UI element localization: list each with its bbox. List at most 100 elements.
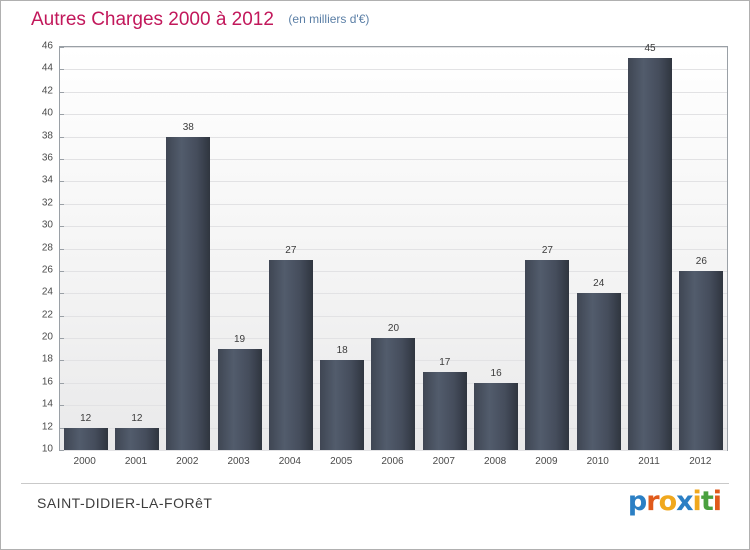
bar-slot: 18 — [317, 47, 368, 450]
y-tick-mark — [60, 69, 64, 71]
grid-line — [60, 315, 727, 317]
bar-slot: 45 — [624, 43, 675, 450]
y-tick-label: 10 — [41, 443, 53, 455]
y-tick-label: 30 — [41, 219, 53, 231]
bar-value-label: 24 — [593, 278, 605, 290]
bar-slot: 12 — [60, 47, 111, 450]
bar-value-label: 27 — [541, 244, 553, 256]
bar-slot: 17 — [419, 47, 470, 450]
x-tick-label: 2012 — [689, 456, 712, 467]
bar[interactable] — [166, 136, 211, 450]
y-tick-label: 16 — [41, 376, 53, 388]
x-tick-label: 2011 — [638, 456, 660, 467]
plot-inner: 12 12 38 19 27 18 20 17 16 27 24 45 26 — [60, 43, 727, 451]
bar[interactable] — [268, 259, 313, 450]
x-tick-label: 2008 — [483, 456, 507, 467]
bar-value-label: 26 — [695, 255, 707, 267]
logo-letter-t: t — [700, 486, 714, 517]
y-tick-label: 46 — [41, 40, 53, 52]
y-tick-label: 32 — [41, 197, 53, 209]
bar[interactable] — [679, 270, 724, 450]
x-tick-label: 2009 — [535, 456, 558, 467]
logo-letter-i2: i — [712, 486, 722, 517]
y-tick-label: 36 — [41, 152, 53, 164]
bar-value-label: 18 — [336, 345, 348, 357]
y-tick-mark — [60, 427, 64, 429]
grid-line — [60, 114, 727, 116]
bar-slot: 27 — [265, 47, 316, 450]
bar-value-label: 45 — [644, 43, 656, 55]
page-title: Autres Charges 2000 à 2012 — [31, 9, 274, 30]
bar-value-label: 12 — [131, 412, 143, 424]
bar[interactable] — [63, 427, 108, 450]
y-tick-mark — [60, 405, 64, 407]
y-tick-mark — [60, 270, 64, 272]
bar[interactable] — [217, 349, 262, 450]
y-tick-mark — [60, 181, 64, 183]
grid-line — [60, 293, 727, 295]
x-tick-label: 2007 — [432, 456, 455, 467]
y-tick-label: 44 — [41, 62, 53, 74]
y-tick-label: 34 — [41, 174, 53, 186]
grid-line — [60, 181, 727, 183]
bar-value-label: 19 — [234, 334, 246, 346]
y-tick-mark — [60, 293, 64, 295]
bar-value-label: 38 — [182, 121, 194, 133]
grid-line — [60, 69, 727, 71]
grid-line — [60, 248, 727, 250]
logo-letter-i: i — [692, 486, 702, 517]
y-tick-mark — [60, 226, 64, 228]
y-tick-label: 24 — [41, 286, 53, 298]
y-tick-label: 26 — [41, 264, 53, 276]
bar-value-label: 27 — [285, 244, 297, 256]
bar-slot: 16 — [470, 47, 521, 450]
grid-line — [60, 270, 727, 272]
chart-subtitle: (en milliers d'€) — [288, 12, 370, 26]
y-tick-label: 18 — [41, 353, 53, 365]
y-tick-label: 28 — [41, 242, 53, 253]
y-tick-mark — [60, 248, 64, 250]
bar-slot: 12 — [111, 47, 162, 450]
logo-letter-x: x — [676, 486, 693, 517]
y-tick-mark — [60, 382, 64, 384]
y-tick-mark — [60, 338, 64, 340]
y-tick-mark — [60, 315, 64, 317]
grid-line — [60, 47, 727, 48]
y-tick-label: 40 — [41, 107, 53, 119]
grid-line — [60, 91, 727, 93]
bar-value-label: 12 — [80, 412, 92, 424]
proxiti-logo[interactable]: proxiti — [628, 486, 722, 517]
bar[interactable] — [576, 293, 621, 450]
y-tick-mark — [60, 136, 64, 138]
x-tick-label: 2001 — [124, 456, 148, 467]
y-tick-mark — [60, 114, 64, 116]
x-tick-label: 2010 — [586, 456, 609, 467]
y-tick-mark — [60, 47, 64, 48]
y-tick-label: 42 — [41, 85, 53, 97]
x-tick-label: 2003 — [227, 456, 250, 467]
bar[interactable] — [371, 338, 416, 450]
bar-value-label: 20 — [387, 323, 400, 335]
y-tick-mark — [60, 158, 64, 160]
bar-slot: 27 — [522, 47, 573, 450]
y-tick-label: 22 — [41, 309, 53, 321]
y-tick-label: 20 — [41, 331, 53, 343]
bar-value-label: 17 — [439, 356, 451, 368]
bar[interactable] — [320, 360, 365, 450]
bar[interactable] — [628, 58, 673, 450]
bar[interactable] — [474, 382, 519, 450]
bar[interactable] — [422, 371, 467, 450]
bar-slot: 19 — [214, 47, 265, 450]
grid-line — [60, 450, 727, 451]
grid-line — [60, 226, 727, 228]
bar[interactable] — [114, 427, 159, 450]
x-tick-label: 2002 — [176, 456, 199, 467]
logo-letter-r: r — [646, 486, 659, 517]
bar-slot: 20 — [368, 47, 419, 450]
commune-name: SAINT-DIDIER-LA-FORêT — [37, 495, 213, 511]
y-tick-label: 14 — [41, 398, 53, 410]
x-tick-label: 2004 — [278, 456, 301, 467]
y-tick-label: 12 — [41, 421, 53, 433]
bar[interactable] — [525, 259, 570, 450]
